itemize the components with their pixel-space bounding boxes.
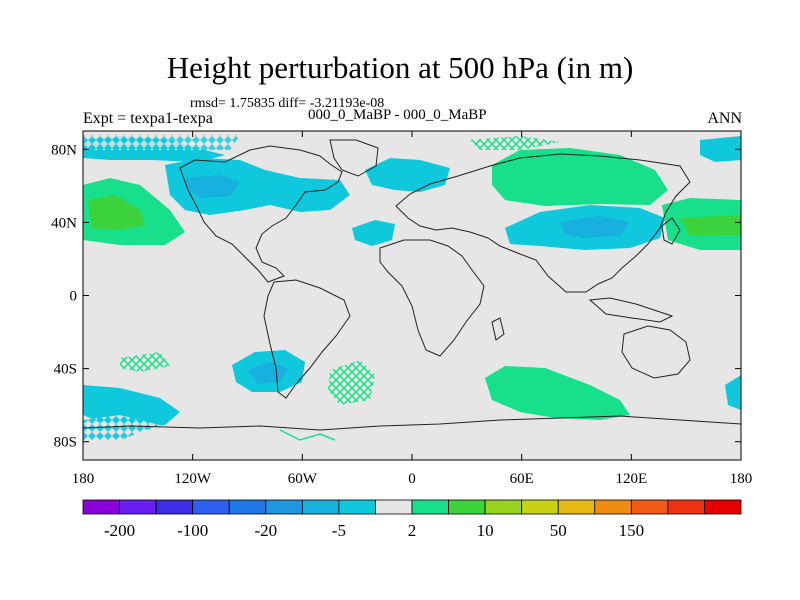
neg-region-arctic-east xyxy=(700,136,741,162)
neg-hatch-south xyxy=(83,415,160,440)
lon-tick-label: 0 xyxy=(408,471,416,487)
colorbar-label: -5 xyxy=(332,521,346,540)
neg-hatch-arctic xyxy=(83,135,240,150)
colorbar-swatch xyxy=(594,499,632,515)
lat-tick-label: 0 xyxy=(70,289,78,305)
colorbar-swatch xyxy=(521,499,559,515)
colorbar-label: -20 xyxy=(254,521,277,540)
pos-hatch-south-lines xyxy=(279,429,336,441)
colorbar-label: 150 xyxy=(619,521,645,540)
pos-region-north-pacific-east-core xyxy=(680,215,741,236)
coast-indonesia xyxy=(588,297,674,323)
colorbar-swatch xyxy=(667,499,705,515)
neg-region-south-america-core xyxy=(248,362,288,384)
colorbar-label: 50 xyxy=(550,521,567,540)
coast-madagascar xyxy=(491,317,505,341)
colorbar-swatch xyxy=(265,499,303,515)
colorbar-swatch xyxy=(375,499,413,515)
colorbar-label: 10 xyxy=(477,521,494,540)
colorbar-swatch xyxy=(448,499,486,515)
colorbar-swatch xyxy=(192,499,230,515)
lon-tick-label: 180 xyxy=(72,471,95,487)
colorbar-swatch xyxy=(484,499,523,515)
case-label: 000_0_MaBP - 000_0_MaBP xyxy=(308,107,487,123)
colorbar-swatch xyxy=(630,499,669,515)
colorbar-swatch xyxy=(82,499,120,515)
coast-antarctica xyxy=(83,415,741,431)
coast-south-america xyxy=(263,279,351,399)
pos-hatch-south-atlantic xyxy=(328,360,375,405)
lon-tick-label: 60W xyxy=(288,471,318,487)
coast-greenland xyxy=(329,139,379,177)
coast-africa xyxy=(379,239,485,357)
colorbar-swatch xyxy=(119,499,157,515)
lat-axis: 80N 40N 0 40S 80S xyxy=(51,142,741,451)
coastlines xyxy=(83,139,741,431)
colorbar-swatch xyxy=(301,499,340,515)
lat-tick-label: 40N xyxy=(51,215,77,231)
colorbar-swatch xyxy=(411,499,449,515)
stats-line: rmsd= 1.75835 diff= -3.21193e-08 xyxy=(190,96,385,111)
pos-hatch-south-pacific xyxy=(120,352,170,372)
colorbar-swatch xyxy=(704,499,742,515)
neg-region-atlantic xyxy=(365,158,450,192)
pos-region-southern-ocean xyxy=(485,366,630,420)
coast-eurasia xyxy=(395,153,691,293)
lat-tick-label: 80N xyxy=(51,142,77,158)
neg-region-southeast-edge xyxy=(725,375,741,410)
colorbar-swatch xyxy=(557,499,596,515)
neg-region-mid-atlantic xyxy=(352,220,395,246)
season-label: ANN xyxy=(707,110,742,127)
lat-tick-label: 80S xyxy=(54,435,77,451)
neg-region-north-america xyxy=(165,158,350,215)
colorbar-swatch xyxy=(228,499,267,515)
lon-axis: 180 120W 60W 0 60E 120E 180 xyxy=(72,131,753,487)
lat-tick-label: 40S xyxy=(54,362,77,378)
neg-region-north-america-core xyxy=(185,175,240,198)
lon-tick-label: 60E xyxy=(510,471,534,487)
colorbar-swatch xyxy=(155,499,194,515)
colorbar-label: -100 xyxy=(177,521,208,540)
lon-tick-label: 120W xyxy=(174,471,212,487)
coast-north-america xyxy=(179,145,343,283)
pos-region-eurasia xyxy=(492,148,668,206)
neg-region-asia-core xyxy=(560,216,630,238)
coast-australia xyxy=(621,325,691,379)
lon-tick-label: 120E xyxy=(615,471,647,487)
pos-hatch-arctic xyxy=(470,136,560,150)
shaded-fields xyxy=(83,135,741,441)
coast-japan xyxy=(661,217,681,245)
lon-tick-label: 180 xyxy=(730,471,753,487)
colorbar-swatch xyxy=(338,499,376,515)
map-title: Height perturbation at 500 hPa (in m) xyxy=(166,50,634,85)
experiment-label: Expt = texpa1-texpa xyxy=(83,110,213,127)
pos-region-north-pacific-core xyxy=(88,195,145,230)
colorbar: -200 -100 -20 -5 2 10 50 150 xyxy=(82,499,742,540)
colorbar-label: -200 xyxy=(104,521,135,540)
colorbar-label: 2 xyxy=(408,521,417,540)
